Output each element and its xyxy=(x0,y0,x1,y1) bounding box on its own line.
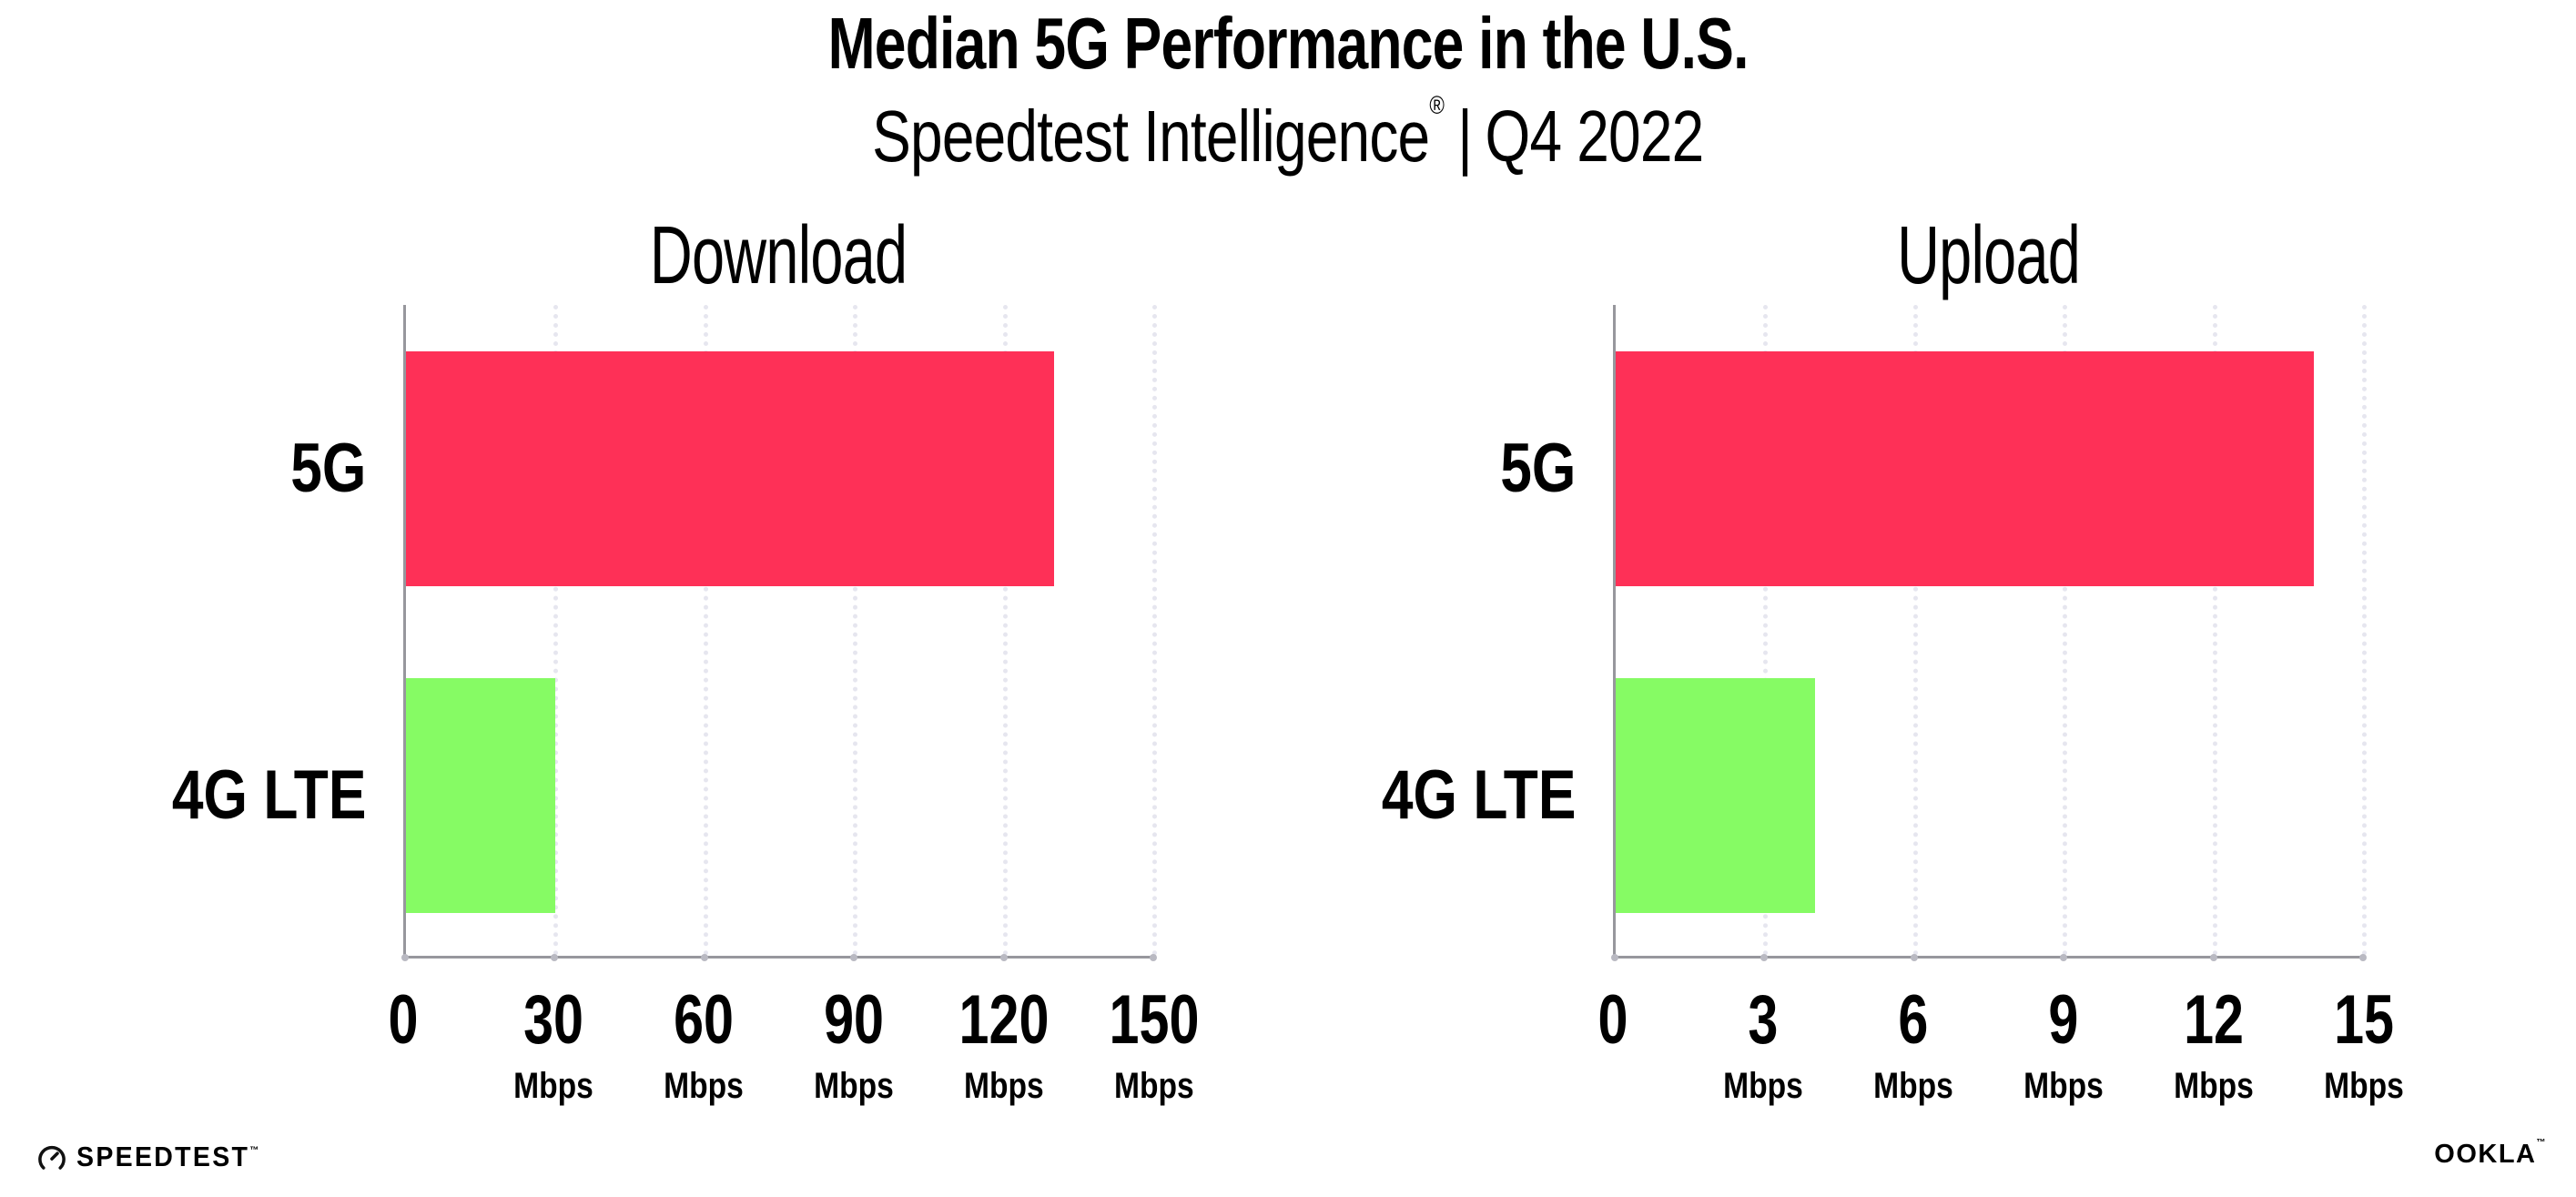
x-tick-label-12: 12 Mbps xyxy=(2166,981,2261,1106)
page-subtitle: Speedtest Intelligence® | Q4 2022 xyxy=(0,93,2576,173)
download-chart-title: Download xyxy=(650,210,908,302)
category-label-5g: 5G xyxy=(1499,429,1576,507)
x-tick-unit: Mbps xyxy=(664,1066,744,1106)
download-category-axis: 5G 4G LTE xyxy=(89,305,366,959)
category-label-5g: 5G xyxy=(289,429,366,507)
axis-tick-dot-9 xyxy=(2060,954,2068,961)
axis-tick-dot-150 xyxy=(1150,954,1157,961)
bar-4g-lte xyxy=(406,677,556,913)
ookla-trademark: ™ xyxy=(2536,1138,2547,1148)
download-chart: Download 5G 4G LTE 0 30 Mbps 60 Mbps 90 Mbps 12… xyxy=(171,210,1200,1113)
bar-band-5g xyxy=(1616,305,2364,632)
header: Median 5G Performance in the U.S. Speedt… xyxy=(0,0,2576,173)
bar-4g-lte xyxy=(1616,677,1816,913)
x-tick-label-30: 30 Mbps xyxy=(506,981,601,1106)
axis-tick-dot-120 xyxy=(999,954,1008,961)
x-tick-unit: Mbps xyxy=(964,1066,1044,1106)
gridline-150 xyxy=(1152,305,1157,956)
axis-tick-dot-3 xyxy=(1760,954,1769,961)
x-tick-value: 150 xyxy=(1109,981,1200,1059)
x-tick-value: 3 xyxy=(1748,981,1779,1059)
bar-band-4g-lte xyxy=(406,632,1154,959)
x-tick-value: 0 xyxy=(1597,981,1628,1059)
ookla-wordmark: OOKLA xyxy=(2434,1140,2537,1169)
gridline-3 xyxy=(1763,305,1769,956)
gridline-60 xyxy=(703,305,708,956)
subtitle-period: Q4 2022 xyxy=(1485,96,1705,177)
x-tick-unit: Mbps xyxy=(2174,1066,2254,1106)
speedtest-logo: SPEEDTEST™ xyxy=(36,1141,275,1173)
x-tick-label-90: 90 Mbps xyxy=(806,981,901,1106)
x-tick-label-15: 15 Mbps xyxy=(2317,981,2411,1106)
page-title: Median 5G Performance in the U.S. xyxy=(827,3,1749,84)
axis-tick-dot-6 xyxy=(1910,954,1918,961)
upload-chart-title: Upload xyxy=(1896,210,2081,302)
axis-tick-dot-60 xyxy=(700,954,708,961)
x-tick-unit: Mbps xyxy=(2324,1066,2404,1106)
x-tick-unit: Mbps xyxy=(2023,1066,2104,1106)
axis-tick-dot-90 xyxy=(850,954,858,961)
axis-tick-dot-30 xyxy=(551,954,559,961)
ookla-logo: OOKLA ™ xyxy=(2434,1138,2547,1170)
x-tick-unit: Mbps xyxy=(513,1066,593,1106)
x-axis-ticks: 0 30 Mbps 60 Mbps 90 Mbps 120 Mbps 150 Mbps xyxy=(389,981,1200,1113)
bar-5g xyxy=(1616,350,2315,586)
x-tick-label-6: 6 Mbps xyxy=(1866,981,1961,1106)
upload-category-axis: 5G 4G LTE xyxy=(1299,305,1576,959)
x-tick-unit: Mbps xyxy=(814,1066,894,1106)
x-tick-value: 15 xyxy=(2334,981,2394,1059)
x-tick-value: 6 xyxy=(1898,981,1929,1059)
x-tick-unit: Mbps xyxy=(1873,1066,1953,1106)
registered-mark: ® xyxy=(1429,91,1445,119)
gridline-15 xyxy=(2362,305,2367,956)
x-tick-label-60: 60 Mbps xyxy=(656,981,751,1106)
axis-tick-dot-15 xyxy=(2359,954,2367,961)
category-label-4g-lte: 4G LTE xyxy=(171,756,366,834)
gridline-30 xyxy=(553,305,559,956)
subtitle-brand: Speedtest Intelligence xyxy=(872,96,1430,177)
download-plot-area xyxy=(401,305,1157,961)
axis-tick-dot-0 xyxy=(1611,954,1618,961)
bar-band-5g xyxy=(406,305,1154,632)
x-tick-value: 120 xyxy=(958,981,1050,1059)
axis-tick-dot-12 xyxy=(2209,954,2217,961)
x-tick-label-150: 150 Mbps xyxy=(1097,981,1212,1106)
x-tick-value: 30 xyxy=(523,981,583,1059)
bar-5g xyxy=(406,350,1055,586)
x-tick-label-9: 9 Mbps xyxy=(2016,981,2111,1106)
axis-tick-dot-0 xyxy=(401,954,409,961)
gridline-6 xyxy=(1912,305,1918,956)
footer: SPEEDTEST™ OOKLA ™ xyxy=(0,1124,2576,1197)
x-axis-ticks: 0 3 Mbps 6 Mbps 9 Mbps 12 Mbps 15 Mbps xyxy=(1598,981,2404,1113)
x-tick-unit: Mbps xyxy=(1723,1066,1803,1106)
speedtest-wordmark: SPEEDTEST™ xyxy=(76,1141,259,1172)
x-tick-label-0: 0 xyxy=(1594,986,1632,1055)
x-tick-label-3: 3 Mbps xyxy=(1716,981,1810,1106)
speedtest-trademark: ™ xyxy=(249,1145,259,1156)
x-tick-label-120: 120 Mbps xyxy=(947,981,1062,1106)
x-tick-value: 60 xyxy=(674,981,734,1059)
x-tick-label-0: 0 xyxy=(384,986,422,1055)
x-tick-unit: Mbps xyxy=(1114,1066,1194,1106)
bar-band-4g-lte xyxy=(1616,632,2364,959)
category-label-4g-lte: 4G LTE xyxy=(1381,756,1576,834)
gridline-90 xyxy=(853,305,858,956)
subtitle-separator: | xyxy=(1457,96,1473,177)
gridline-12 xyxy=(2212,305,2217,956)
x-tick-value: 90 xyxy=(824,981,884,1059)
gridline-9 xyxy=(2063,305,2068,956)
gridline-120 xyxy=(1002,305,1008,956)
upload-plot-area xyxy=(1611,305,2367,961)
upload-chart: Upload 5G 4G LTE 0 3 Mbps 6 Mbps 9 Mbps 12 Mbps 1… xyxy=(1381,210,2404,1113)
x-tick-value: 9 xyxy=(2048,981,2079,1059)
speedtest-gauge-icon xyxy=(38,1145,66,1170)
x-tick-value: 12 xyxy=(2184,981,2244,1059)
x-tick-value: 0 xyxy=(388,981,419,1059)
